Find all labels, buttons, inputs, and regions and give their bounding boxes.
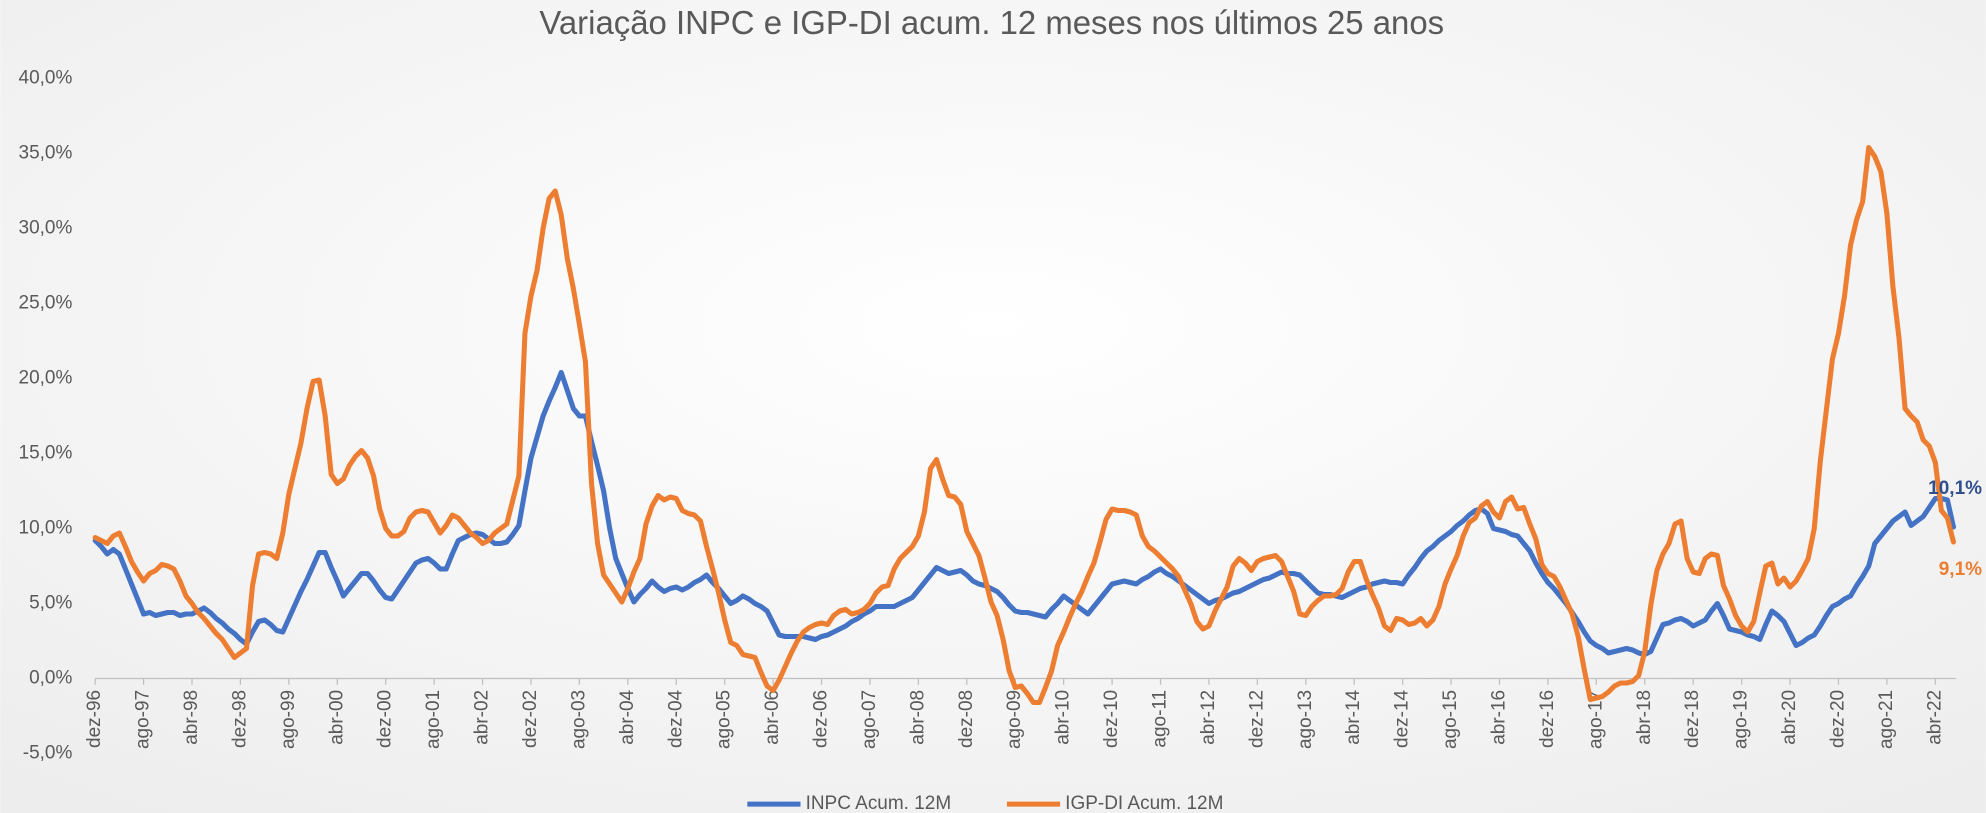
x-tick-label: dez-00 — [375, 690, 396, 748]
x-tick-label: ago-19 — [1731, 690, 1752, 749]
x-tick-label: abr-20 — [1779, 690, 1800, 745]
x-tick-label: ago-03 — [568, 690, 589, 749]
chart-title: Variação INPC e IGP-DI acum. 12 meses no… — [539, 4, 1444, 41]
x-tick-label: abr-00 — [326, 690, 347, 745]
x-tick-label: dez-02 — [520, 690, 541, 748]
x-tick-label: abr-16 — [1489, 690, 1510, 745]
x-tick-label: abr-08 — [907, 690, 928, 745]
x-tick-label: abr-06 — [762, 690, 783, 745]
y-tick-label: 30,0% — [19, 218, 73, 239]
legend-label: INPC Acum. 12M — [806, 793, 952, 813]
x-tick-label: ago-07 — [859, 690, 880, 749]
x-tick-label: ago-09 — [1004, 690, 1025, 749]
x-tick-label: dez-04 — [665, 690, 686, 748]
y-tick-label: 5,0% — [29, 593, 72, 614]
data-label: 10,1% — [1928, 478, 1982, 499]
y-tick-label: -5,0% — [23, 742, 73, 763]
x-tick-label: dez-08 — [956, 690, 977, 748]
x-tick-label: abr-98 — [181, 690, 202, 745]
y-tick-label: 35,0% — [19, 143, 73, 164]
x-tick-label: dez-18 — [1682, 690, 1703, 748]
y-tick-label: 10,0% — [19, 518, 73, 539]
data-label: 9,1% — [1939, 559, 1982, 580]
y-tick-label: 40,0% — [19, 68, 73, 89]
x-tick-label: dez-10 — [1101, 690, 1122, 748]
x-tick-label: abr-18 — [1634, 690, 1655, 745]
x-tick-label: dez-12 — [1246, 690, 1267, 748]
series-line — [92, 144, 1957, 706]
x-tick-label: ago-13 — [1295, 690, 1316, 749]
x-tick-label: ago-05 — [714, 690, 735, 749]
y-tick-label: 15,0% — [19, 443, 73, 464]
x-tick-label: dez-16 — [1537, 690, 1558, 748]
x-tick-label: ago-99 — [278, 690, 299, 749]
x-tick-label: dez-14 — [1392, 690, 1413, 748]
x-tick-label: ago-15 — [1440, 690, 1461, 749]
x-tick-label: dez-98 — [229, 690, 250, 748]
x-tick-label: ago-21 — [1876, 690, 1897, 749]
x-tick-label: abr-22 — [1924, 690, 1945, 745]
y-tick-label: 20,0% — [19, 368, 73, 389]
x-tick-label: abr-04 — [617, 690, 638, 745]
x-tick-label: dez-06 — [811, 690, 832, 748]
x-tick-label: abr-14 — [1343, 690, 1364, 745]
y-tick-label: 25,0% — [19, 293, 73, 314]
x-tick-label: dez-20 — [1827, 690, 1848, 748]
x-tick-label: dez-96 — [84, 690, 105, 748]
y-tick-label: 0,0% — [29, 668, 72, 689]
x-tick-label: ago-97 — [133, 690, 154, 749]
x-tick-label: ago-17 — [1585, 690, 1606, 749]
x-tick-label: abr-12 — [1198, 690, 1219, 745]
x-tick-label: ago-01 — [423, 690, 444, 749]
legend-label: IGP-DI Acum. 12M — [1065, 793, 1223, 813]
x-tick-label: abr-10 — [1053, 690, 1074, 745]
x-tick-label: ago-11 — [1150, 690, 1171, 748]
x-tick-label: abr-02 — [472, 690, 493, 745]
